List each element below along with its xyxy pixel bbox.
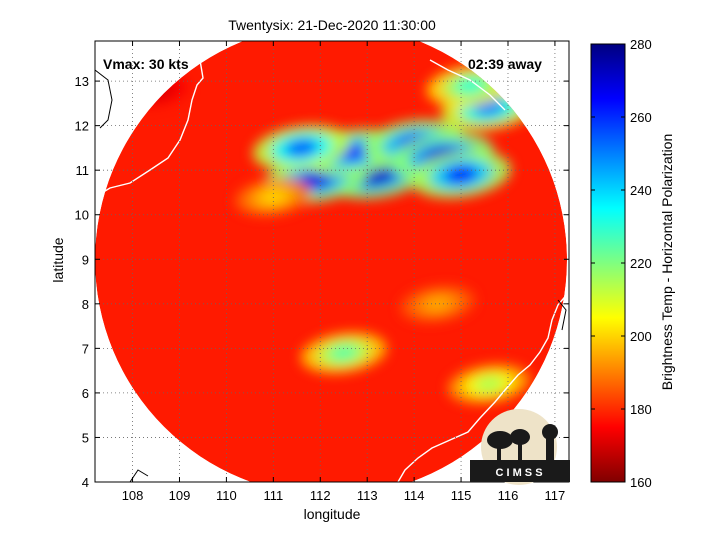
x-tick-label: 108 xyxy=(122,488,144,503)
x-tick-label: 112 xyxy=(310,488,331,503)
vmax-annotation: Vmax: 30 kts xyxy=(103,56,189,72)
brightness-temp-swath xyxy=(95,41,567,482)
colorbar-tick-label: 200 xyxy=(630,329,652,344)
x-tick-label: 117 xyxy=(545,488,566,503)
y-axis-ticks: 4 5 6 7 8 9 10 11 12 13 xyxy=(75,74,569,490)
y-tick-label: 8 xyxy=(82,297,89,312)
colorbar-ticks: 160 180 200 220 240 260 280 xyxy=(591,37,652,490)
colorbar-tick-label: 220 xyxy=(630,256,652,271)
y-tick-label: 10 xyxy=(75,208,89,223)
feature-10-layer-2 xyxy=(475,375,504,393)
y-axis-label: latitude xyxy=(50,237,66,283)
x-tick-label: 114 xyxy=(404,488,425,503)
y-tick-label: 12 xyxy=(75,119,89,134)
logo-text: C I M S S xyxy=(495,467,542,479)
feature-6-layer-2 xyxy=(444,164,478,185)
x-tick-label: 111 xyxy=(263,488,283,503)
y-tick-label: 7 xyxy=(82,341,89,356)
feature-3-layer-2 xyxy=(285,138,318,158)
colorbar-tick-label: 160 xyxy=(630,475,652,490)
colorbar-tick-label: 240 xyxy=(630,183,652,198)
plot-area xyxy=(95,41,569,482)
x-tick-label: 115 xyxy=(451,488,472,503)
y-tick-label: 4 xyxy=(82,475,89,490)
y-tick-label: 9 xyxy=(82,252,89,267)
x-tick-label: 113 xyxy=(357,488,378,503)
feature-12-layer-2 xyxy=(260,189,287,205)
grid-lines xyxy=(95,41,569,482)
feature-8-layer-2 xyxy=(455,76,486,95)
time-away-annotation: 02:39 away xyxy=(468,56,542,72)
colorbar-label: Brightness Temp - Horizontal Polarizatio… xyxy=(659,133,675,391)
axes-frame xyxy=(94,40,570,483)
y-tick-label: 6 xyxy=(82,386,89,401)
coastline-overlay xyxy=(95,41,569,482)
x-axis-label: longitude xyxy=(303,506,361,522)
feature-11-layer-2 xyxy=(424,296,451,312)
chart-title: Twentysix: 21-Dec-2020 11:30:00 xyxy=(228,17,436,33)
colorbar xyxy=(590,43,626,483)
convective-features xyxy=(123,64,537,404)
colorbar-tick-label: 180 xyxy=(630,402,652,417)
x-tick-label: 116 xyxy=(498,488,519,503)
x-tick-label: 110 xyxy=(216,488,237,503)
colorbar-tick-label: 260 xyxy=(630,110,652,125)
y-tick-label: 5 xyxy=(82,430,89,445)
y-tick-label: 11 xyxy=(76,163,90,178)
x-tick-label: 109 xyxy=(169,488,191,503)
cimss-logo: C I M S S xyxy=(470,409,570,485)
y-tick-label: 13 xyxy=(75,74,89,89)
x-axis-ticks: 108 109 110 111 112 113 114 115 116 117 xyxy=(122,41,566,503)
colorbar-tick-label: 280 xyxy=(630,37,652,52)
